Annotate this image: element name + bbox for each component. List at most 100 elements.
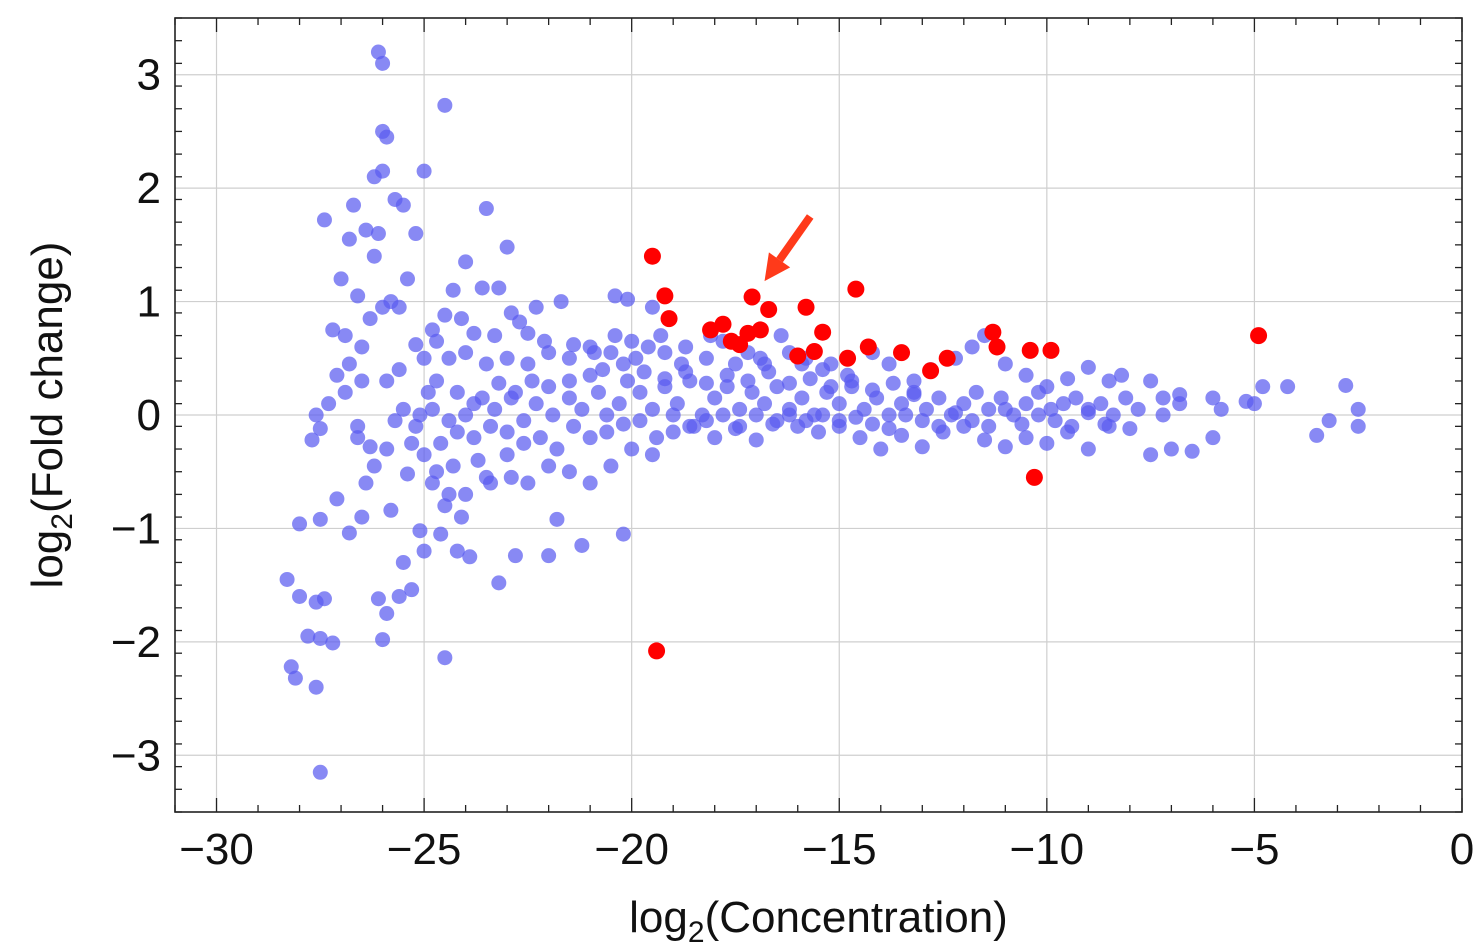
- data-point: [362, 439, 378, 455]
- highlighted-point: [984, 323, 1002, 341]
- data-point: [395, 197, 411, 213]
- data-point: [312, 630, 328, 646]
- highlighted-point: [814, 323, 832, 341]
- data-point: [997, 439, 1013, 455]
- data-point: [516, 435, 532, 451]
- highlighted-point: [760, 301, 778, 319]
- data-point: [914, 439, 930, 455]
- x-tick-label: −15: [802, 825, 877, 874]
- data-point: [429, 464, 445, 480]
- data-point: [1350, 401, 1366, 417]
- y-tick-label: −1: [111, 504, 161, 553]
- data-point: [948, 405, 964, 421]
- data-point: [507, 384, 523, 400]
- data-point: [798, 413, 814, 429]
- data-point: [599, 407, 615, 423]
- highlighted-point: [743, 288, 761, 306]
- annotations: [764, 214, 814, 282]
- data-point: [644, 299, 660, 315]
- data-point: [1060, 371, 1076, 387]
- data-point: [765, 416, 781, 432]
- data-point: [541, 548, 557, 564]
- data-point: [524, 373, 540, 389]
- data-point: [981, 401, 997, 417]
- data-point: [620, 373, 636, 389]
- data-point: [399, 271, 415, 287]
- data-point: [408, 337, 424, 353]
- highlighted-point: [893, 344, 911, 362]
- data-point: [316, 591, 332, 607]
- data-point: [491, 280, 507, 296]
- highlighted-point: [922, 362, 940, 380]
- data-point: [404, 582, 420, 598]
- data-point: [561, 350, 577, 366]
- data-point: [590, 384, 606, 400]
- data-point: [437, 498, 453, 514]
- data-point: [528, 299, 544, 315]
- y-tick-label: 3: [137, 51, 161, 100]
- annotation-arrow-shaft: [776, 214, 814, 263]
- data-point: [968, 384, 984, 400]
- data-point: [503, 305, 519, 321]
- data-point: [325, 635, 341, 651]
- data-point: [350, 288, 366, 304]
- data-point: [408, 226, 424, 242]
- data-point: [458, 254, 474, 270]
- data-point: [831, 418, 847, 434]
- data-point: [1143, 447, 1159, 463]
- data-point: [640, 339, 656, 355]
- highlighted-point: [797, 298, 815, 316]
- data-point: [420, 384, 436, 400]
- data-point: [375, 55, 391, 71]
- data-point: [1184, 443, 1200, 459]
- data-point: [549, 511, 565, 527]
- data-point: [1039, 435, 1055, 451]
- data-point: [491, 575, 507, 591]
- data-point: [698, 350, 714, 366]
- data-point: [470, 452, 486, 468]
- data-point: [1172, 396, 1188, 412]
- data-point: [794, 390, 810, 406]
- data-point: [404, 435, 420, 451]
- data-point: [582, 430, 598, 446]
- data-point: [586, 345, 602, 361]
- data-point: [395, 401, 411, 417]
- data-point: [483, 418, 499, 434]
- data-point: [433, 435, 449, 451]
- data-point: [541, 345, 557, 361]
- data-point: [744, 384, 760, 400]
- data-point: [881, 356, 897, 372]
- data-point: [769, 379, 785, 395]
- data-point: [607, 288, 623, 304]
- y-tick-label: 2: [137, 164, 161, 213]
- data-point: [1014, 416, 1030, 432]
- data-point: [752, 350, 768, 366]
- data-point: [561, 390, 577, 406]
- data-point: [574, 401, 590, 417]
- data-point: [732, 401, 748, 417]
- data-point: [424, 401, 440, 417]
- highlighted-point: [714, 315, 732, 333]
- data-point: [341, 231, 357, 247]
- data-point: [370, 44, 386, 60]
- data-point: [624, 441, 640, 457]
- data-point: [740, 373, 756, 389]
- data-point: [1213, 401, 1229, 417]
- data-point: [669, 396, 685, 412]
- data-point: [1018, 396, 1034, 412]
- data-point: [441, 413, 457, 429]
- data-point: [628, 350, 644, 366]
- data-point: [478, 201, 494, 217]
- data-point: [698, 375, 714, 391]
- data-point: [719, 367, 735, 383]
- data-point: [474, 390, 490, 406]
- data-point: [499, 239, 515, 255]
- data-point: [325, 322, 341, 338]
- data-point: [341, 525, 357, 541]
- data-point: [881, 407, 897, 423]
- data-point: [478, 356, 494, 372]
- data-point: [964, 339, 980, 355]
- data-point: [611, 396, 627, 412]
